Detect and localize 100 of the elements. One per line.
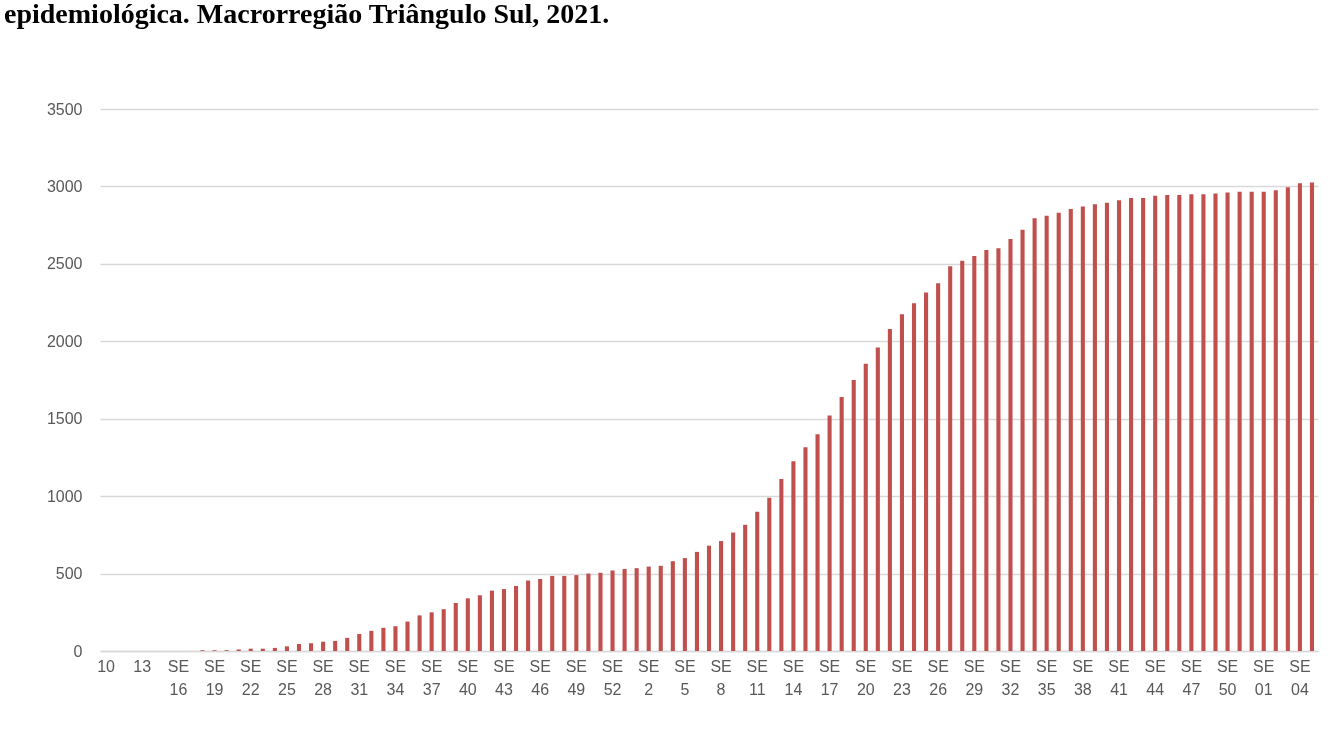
bar bbox=[887, 328, 892, 651]
x-tick-label: SE 52 bbox=[601, 657, 624, 698]
bar bbox=[743, 524, 748, 651]
x-tick-label: SE 43 bbox=[493, 657, 515, 698]
bar bbox=[996, 248, 1001, 651]
bar bbox=[284, 646, 289, 651]
x-tick-label: SE 22 bbox=[240, 657, 262, 698]
x-tick-label: SE 38 bbox=[1072, 657, 1094, 698]
bar bbox=[1116, 200, 1122, 651]
bar bbox=[526, 580, 531, 651]
bar bbox=[1309, 182, 1315, 651]
bar bbox=[1237, 191, 1242, 651]
bar bbox=[1201, 194, 1206, 651]
x-tick-label: SE 37 bbox=[420, 657, 443, 698]
x-tick-label: SE 41 bbox=[1108, 657, 1130, 698]
bar bbox=[682, 558, 687, 651]
x-tick-label: SE 49 bbox=[565, 657, 588, 698]
bar bbox=[296, 644, 302, 651]
bar bbox=[1008, 239, 1013, 651]
chart-title: epidemiológica. Macrorregião Triângulo Sul, 2021. bbox=[4, 0, 610, 29]
x-tick-label: 13 bbox=[133, 657, 152, 675]
bar bbox=[851, 380, 856, 651]
y-tick-label: 3000 bbox=[46, 177, 83, 195]
x-tick-label: SE 31 bbox=[348, 657, 370, 698]
bar bbox=[658, 565, 663, 651]
bar bbox=[453, 602, 458, 651]
x-tick-label: SE 28 bbox=[312, 657, 334, 698]
x-tick-label: SE 17 bbox=[818, 657, 841, 698]
bar bbox=[863, 363, 868, 651]
bar bbox=[1273, 190, 1278, 651]
bar bbox=[984, 249, 989, 651]
bar bbox=[767, 497, 772, 651]
bar bbox=[489, 590, 494, 651]
bar bbox=[706, 545, 712, 651]
bar bbox=[1225, 192, 1230, 651]
bar bbox=[1297, 183, 1302, 651]
bar bbox=[1189, 194, 1194, 651]
bar bbox=[381, 627, 386, 651]
y-tick-label: 3500 bbox=[46, 100, 83, 118]
x-tick-label: SE 5 bbox=[674, 657, 696, 698]
bar bbox=[393, 626, 398, 651]
bar bbox=[345, 637, 350, 651]
bar bbox=[875, 347, 880, 651]
bar bbox=[586, 573, 591, 651]
x-tick-label: SE 11 bbox=[746, 657, 768, 698]
bar bbox=[598, 572, 603, 651]
bar bbox=[272, 647, 277, 651]
bar bbox=[1092, 204, 1097, 651]
bar bbox=[357, 633, 362, 651]
bar bbox=[1104, 202, 1110, 651]
y-tick-label: 2500 bbox=[46, 255, 83, 273]
x-tick-label: SE 2 bbox=[638, 657, 660, 698]
x-tick-label: SE 50 bbox=[1216, 657, 1239, 698]
x-tick-label: SE 04 bbox=[1289, 657, 1311, 698]
bar bbox=[1141, 198, 1146, 651]
bar bbox=[948, 266, 953, 651]
bar bbox=[1032, 218, 1037, 651]
bar bbox=[634, 568, 639, 651]
x-tick-label: SE 47 bbox=[1180, 657, 1203, 698]
y-tick-label: 1500 bbox=[46, 410, 83, 428]
bar bbox=[1213, 193, 1218, 651]
bar bbox=[646, 566, 651, 651]
x-tick-label: SE 8 bbox=[710, 657, 732, 698]
x-tick-label: SE 26 bbox=[927, 657, 949, 698]
x-tick-label: SE 23 bbox=[891, 657, 913, 698]
x-tick-label: SE 19 bbox=[203, 657, 226, 698]
bar bbox=[1080, 206, 1085, 651]
bar bbox=[441, 609, 446, 651]
y-tick-label: 1000 bbox=[46, 487, 83, 505]
bar bbox=[791, 461, 796, 651]
bar bbox=[465, 598, 470, 651]
x-tick-label: SE 20 bbox=[855, 657, 877, 698]
bar bbox=[574, 575, 579, 651]
bar bbox=[1165, 194, 1170, 651]
y-tick-label: 2000 bbox=[46, 332, 83, 350]
bar bbox=[1068, 208, 1073, 651]
x-tick-label: SE 35 bbox=[1035, 657, 1058, 698]
x-tick-label: SE 32 bbox=[999, 657, 1022, 698]
bar bbox=[321, 641, 326, 651]
bar bbox=[1177, 194, 1182, 651]
bar bbox=[477, 595, 482, 651]
x-tick-label: SE 25 bbox=[276, 657, 298, 698]
bar bbox=[1249, 191, 1254, 651]
x-tick-label: SE 01 bbox=[1253, 657, 1275, 698]
x-tick-label: SE 29 bbox=[963, 657, 985, 698]
bar bbox=[899, 314, 904, 651]
bar bbox=[622, 568, 627, 651]
bar bbox=[429, 612, 434, 651]
bar bbox=[755, 511, 760, 651]
x-tick-label: SE 14 bbox=[782, 657, 805, 698]
bar bbox=[333, 640, 338, 651]
bar bbox=[1261, 191, 1266, 651]
bar bbox=[538, 578, 543, 651]
bar bbox=[369, 630, 374, 651]
bar bbox=[815, 434, 820, 651]
bar bbox=[779, 479, 784, 651]
bar bbox=[562, 575, 567, 651]
bar bbox=[960, 260, 965, 651]
bar bbox=[827, 415, 832, 651]
bar bbox=[501, 589, 507, 651]
